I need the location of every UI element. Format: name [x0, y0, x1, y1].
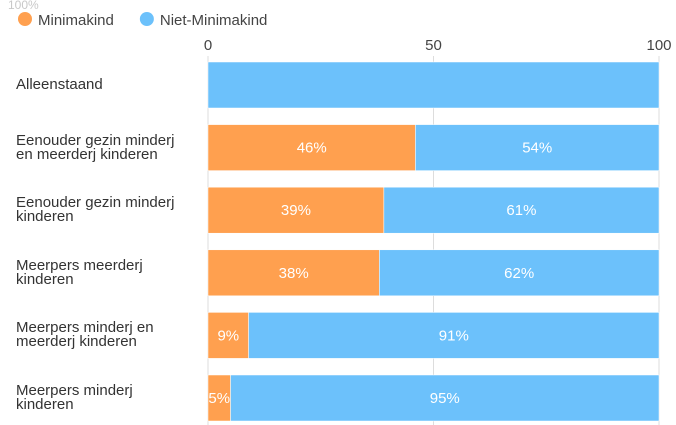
value-label: 39%: [281, 202, 311, 219]
category-label: Eenouder gezin minderj kinderen: [16, 194, 175, 226]
bar-segment: [230, 374, 660, 422]
corner-label: 100%: [8, 0, 39, 12]
bar-segment: [207, 312, 249, 359]
legend-label: Niet-Minimakind: [160, 12, 268, 29]
value-label: 95%: [430, 390, 460, 407]
value-label: 9%: [217, 327, 239, 344]
category-label: Meerpers minderj en meerderj kinderen: [16, 319, 154, 351]
value-label: 61%: [506, 202, 536, 219]
bar-segment: [207, 186, 385, 234]
bar-segment: [207, 61, 660, 109]
x-tick-label: 0: [204, 37, 212, 54]
legend-label: Minimakind: [38, 12, 114, 29]
category-label: Meerpers meerderj kinderen: [16, 256, 143, 288]
x-tick-label: 50: [425, 37, 442, 54]
bar-segment: [415, 124, 660, 171]
bar-segment: [248, 312, 660, 359]
bar-segment: [383, 186, 660, 234]
legend-swatch: [139, 12, 154, 26]
value-label: 54%: [522, 140, 552, 157]
x-tick-label: 100: [646, 37, 671, 54]
value-label: 91%: [439, 327, 469, 344]
value-label: 38%: [279, 265, 309, 282]
value-label: 5%: [208, 390, 230, 407]
category-label: Meerpers minderj kinderen: [16, 382, 133, 413]
category-label: Eenouder gezin minderj en meerderj kinde…: [16, 131, 175, 163]
category-label: Alleenstaand: [16, 76, 103, 93]
legend-swatch: [18, 12, 32, 26]
bar-segment: [379, 249, 660, 297]
value-label: 62%: [504, 265, 534, 282]
value-label: 46%: [297, 140, 327, 157]
